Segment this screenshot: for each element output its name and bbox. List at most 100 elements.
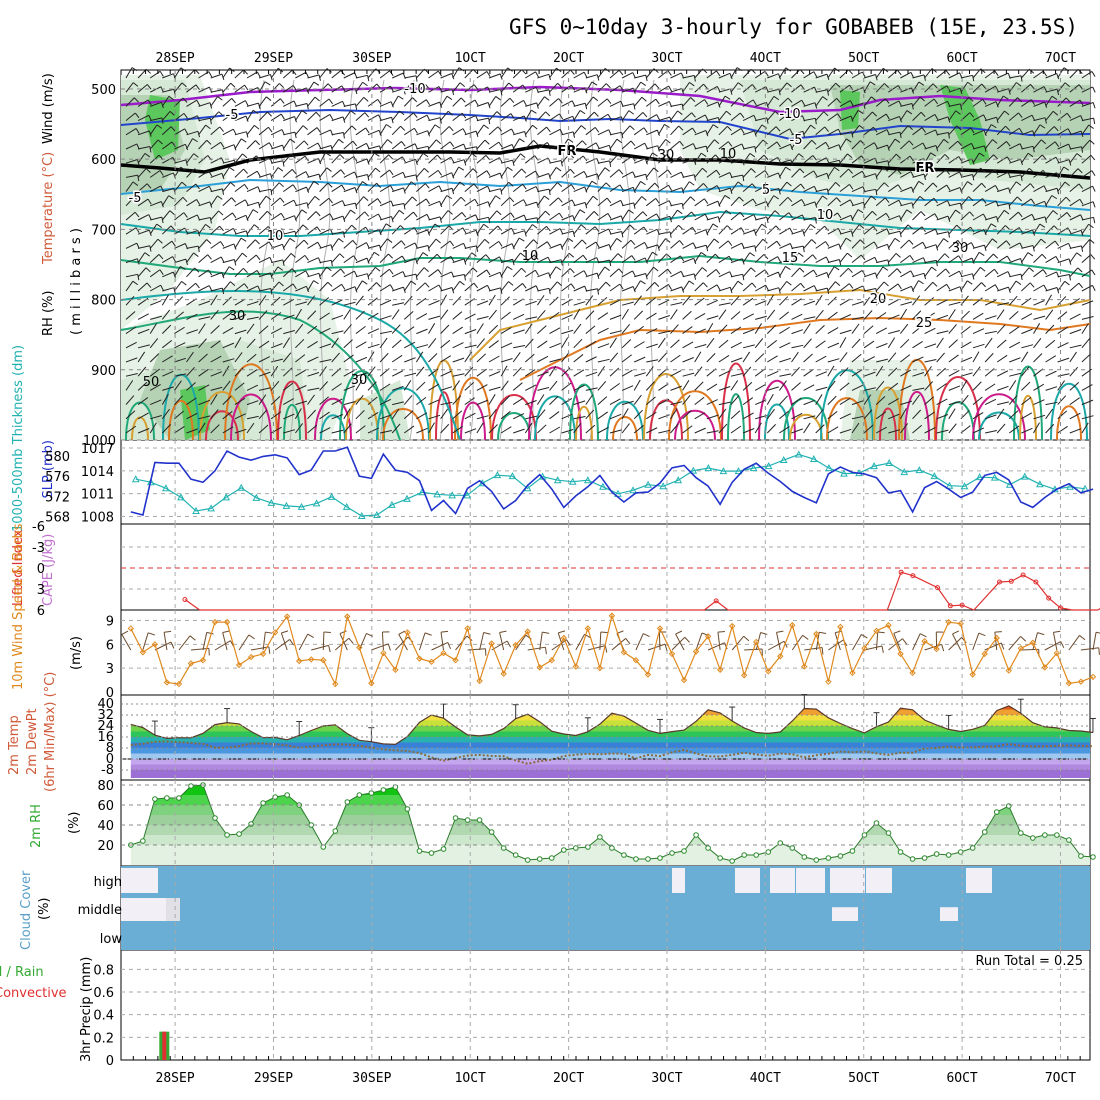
wind-barb-flag bbox=[160, 284, 164, 291]
wind-barb bbox=[512, 382, 523, 391]
wind-barb bbox=[815, 340, 826, 349]
wind-barb-staff bbox=[718, 72, 731, 79]
wind-barb bbox=[464, 282, 479, 292]
wind-barb-staff bbox=[355, 325, 366, 334]
wind-barb-flag bbox=[582, 254, 588, 261]
wind-barb bbox=[307, 142, 322, 150]
wind-barb bbox=[355, 273, 370, 280]
wind-barb-flag bbox=[266, 210, 272, 216]
wind-barb-staff bbox=[125, 410, 136, 420]
wind-barb-staff bbox=[258, 295, 267, 306]
wind-barb-flag bbox=[461, 112, 467, 119]
wind-barb-staff bbox=[174, 181, 183, 192]
wind-barb-flag bbox=[341, 184, 346, 191]
wind-barb-staff bbox=[585, 211, 595, 221]
wind-barb-staff bbox=[319, 213, 331, 221]
wind-barb-staff bbox=[670, 408, 678, 420]
wind-barb-staff bbox=[343, 401, 356, 406]
wind-barb bbox=[210, 409, 219, 420]
wind-barb-staff bbox=[428, 284, 440, 292]
wind-barb-flag bbox=[704, 114, 709, 121]
wind-barb-staff bbox=[670, 209, 678, 221]
wind-barb-flag bbox=[555, 167, 562, 172]
wind-barb bbox=[658, 200, 673, 207]
wind-barb-staff bbox=[150, 399, 162, 406]
wind-barb-staff bbox=[646, 312, 657, 320]
wind-barb-staff bbox=[609, 131, 622, 136]
wind-barb bbox=[524, 140, 539, 150]
wind-barb-staff bbox=[367, 229, 380, 235]
wind-barb-staff bbox=[621, 87, 634, 93]
wind-barb-staff bbox=[984, 383, 996, 391]
wind-barb bbox=[379, 238, 393, 249]
wind-barb-flag bbox=[157, 238, 163, 244]
wind-barb-staff bbox=[537, 188, 550, 193]
wind-barb-staff bbox=[186, 183, 197, 192]
wind-barb-flag bbox=[848, 267, 853, 274]
wind-barb bbox=[791, 329, 804, 335]
wind-barb-staff bbox=[513, 345, 526, 349]
wind-barb-staff bbox=[452, 410, 463, 420]
wind-barb-flag bbox=[655, 98, 660, 105]
wind-barb bbox=[343, 369, 355, 377]
wind-barb bbox=[149, 254, 164, 263]
wind-barb bbox=[524, 254, 539, 263]
wind-barb-staff bbox=[149, 368, 161, 377]
wind-barb-staff bbox=[670, 125, 680, 136]
wind-barb-staff bbox=[367, 145, 380, 150]
wind-barb bbox=[694, 312, 706, 320]
wind-barb-staff bbox=[597, 327, 609, 335]
wind-barb-flag bbox=[221, 173, 225, 180]
wind-barb-flag bbox=[534, 270, 539, 276]
wind-barb bbox=[537, 111, 551, 121]
wind-barb-staff bbox=[246, 301, 259, 306]
wind-barb-staff bbox=[585, 195, 594, 207]
wind-barb-staff bbox=[234, 153, 243, 164]
wind-barb-staff bbox=[416, 145, 429, 150]
wind-barb bbox=[597, 213, 612, 221]
wind-barb-flag bbox=[196, 99, 201, 106]
wind-barb bbox=[948, 385, 961, 391]
wind-barb-staff bbox=[295, 87, 307, 93]
wind-barb bbox=[875, 266, 889, 278]
wind-barb-staff bbox=[246, 125, 255, 136]
wind-barb bbox=[573, 186, 588, 193]
wind-barb-staff bbox=[283, 116, 295, 122]
wind-barb bbox=[355, 394, 364, 405]
wind-barb bbox=[646, 411, 657, 420]
wind-barb-staff bbox=[343, 110, 352, 121]
wind-barb bbox=[851, 338, 861, 349]
wind-barb-staff bbox=[343, 286, 356, 292]
wind-barb-staff bbox=[149, 353, 160, 363]
wind-barb bbox=[706, 223, 719, 235]
wind-barb-staff bbox=[452, 67, 460, 79]
wind-barb bbox=[573, 308, 581, 320]
wind-barb-staff bbox=[476, 124, 485, 136]
wind-barb bbox=[161, 393, 169, 405]
wind-barb-flag bbox=[704, 99, 709, 105]
wind-barb-staff bbox=[549, 197, 559, 207]
wind-barb bbox=[464, 146, 479, 153]
wind-barb-staff bbox=[307, 142, 319, 150]
wind-barb-staff bbox=[149, 86, 162, 93]
wind-barb-staff bbox=[718, 339, 729, 349]
wind-barb-staff bbox=[694, 244, 707, 249]
wind-barb-staff bbox=[561, 283, 572, 292]
wind-barb-staff bbox=[658, 169, 669, 178]
wind-barb bbox=[222, 212, 237, 221]
wind-barb-staff bbox=[621, 72, 634, 79]
wind-barb-staff bbox=[573, 110, 581, 121]
wind-barb bbox=[331, 116, 346, 123]
wind-barb-staff bbox=[380, 330, 392, 335]
wind-barb-staff bbox=[621, 140, 632, 150]
wind-barb-staff bbox=[210, 294, 218, 306]
wind-barb-flag bbox=[945, 268, 950, 274]
wind-barb-flag bbox=[230, 182, 236, 187]
wind-barb bbox=[125, 273, 140, 281]
wind-barb bbox=[706, 238, 720, 249]
wind-barb bbox=[186, 329, 199, 335]
wind-barb bbox=[149, 422, 157, 434]
wind-barb bbox=[621, 423, 630, 434]
wind-barb-staff bbox=[500, 410, 511, 420]
wind-barb-staff bbox=[161, 324, 172, 334]
